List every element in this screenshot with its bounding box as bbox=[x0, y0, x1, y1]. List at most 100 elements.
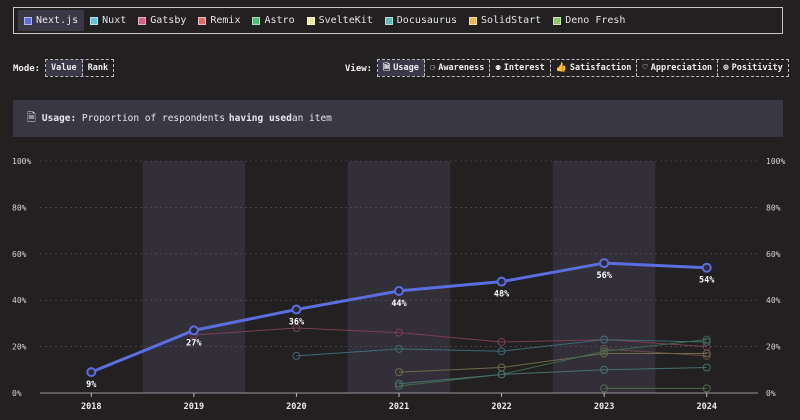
y-tick-left: 0% bbox=[12, 389, 22, 398]
legend-item-sveltekit[interactable]: SvelteKit bbox=[301, 10, 379, 31]
y-tick-right: 60% bbox=[766, 250, 781, 259]
view-toggle: 🗎 Usage ⚆ Awareness ⚉ Interest 👍 Satisfaction ♡ A… bbox=[377, 59, 789, 77]
point-nuxt bbox=[702, 337, 711, 346]
legend-swatch bbox=[469, 16, 477, 25]
legend-item-deno-fresh[interactable]: Deno Fresh bbox=[547, 10, 631, 31]
view-appreciation-button[interactable]: ♡ Appreciation bbox=[637, 60, 719, 76]
legend-item-solidstart[interactable]: SolidStart bbox=[463, 10, 547, 31]
legend-swatch bbox=[138, 16, 147, 25]
view-usage-button[interactable]: 🗎 Usage bbox=[378, 60, 425, 76]
point-gatsby bbox=[395, 328, 403, 337]
description-suffix: an item bbox=[291, 113, 332, 124]
legend-item-astro[interactable]: Astro bbox=[246, 10, 300, 31]
point-remix bbox=[702, 351, 711, 360]
legend-label: Next.js bbox=[36, 15, 79, 26]
point-docusaurus bbox=[497, 370, 506, 379]
point-nuxt bbox=[292, 351, 301, 360]
legend-item-docusaurus[interactable]: Docusaurus bbox=[379, 10, 463, 31]
legend-label: SvelteKit bbox=[318, 15, 373, 26]
x-tick-label: 2021 bbox=[389, 402, 409, 412]
view-positivity-button[interactable]: ⊕ Positivity bbox=[718, 60, 788, 76]
data-label-next-js: 36% bbox=[289, 317, 305, 327]
point-next-js bbox=[86, 367, 97, 378]
point-sveltekit bbox=[395, 368, 403, 377]
legend-swatch bbox=[553, 16, 562, 25]
view-button-label: Positivity bbox=[731, 63, 783, 73]
view-button-label: Satisfaction bbox=[569, 63, 632, 73]
point-next-js bbox=[599, 258, 610, 269]
point-nuxt bbox=[600, 335, 609, 344]
description-panel: 🗎 Usage: Proportion of respondents havin… bbox=[13, 100, 783, 137]
y-tick-right: 40% bbox=[766, 296, 781, 305]
point-sveltekit bbox=[600, 349, 609, 358]
data-label-next-js: 54% bbox=[699, 276, 715, 286]
x-tick-label: 2019 bbox=[184, 402, 204, 412]
description-bold: having used bbox=[228, 113, 292, 124]
view-button-label: Interest bbox=[503, 63, 545, 73]
point-remix bbox=[600, 344, 609, 353]
legend-swatch bbox=[252, 16, 261, 25]
legend-item-gatsby[interactable]: Gatsby bbox=[132, 10, 192, 31]
view-button-label: Awareness bbox=[438, 63, 485, 73]
y-tick-right: 20% bbox=[766, 343, 781, 352]
description-prefix: Usage: bbox=[41, 113, 77, 124]
point-astro bbox=[600, 347, 609, 356]
point-nuxt bbox=[395, 344, 403, 353]
ear-icon: ⚆ bbox=[429, 63, 436, 73]
point-docusaurus bbox=[702, 363, 711, 372]
legend-label: Gatsby bbox=[150, 15, 187, 26]
x-tick-label: 2020 bbox=[286, 402, 306, 412]
year-band bbox=[142, 161, 246, 393]
legend-label: Deno Fresh bbox=[565, 15, 626, 26]
view-label: View: bbox=[345, 64, 373, 74]
mode-label: Mode: bbox=[13, 64, 41, 74]
y-tick-left: 100% bbox=[12, 157, 31, 166]
data-label-next-js: 44% bbox=[391, 299, 407, 309]
lightbulb-icon: ⚉ bbox=[495, 63, 501, 73]
view-satisfaction-button[interactable]: 👍 Satisfaction bbox=[551, 60, 638, 76]
point-gatsby bbox=[497, 337, 506, 346]
y-tick-left: 60% bbox=[12, 250, 27, 259]
series-line-docusaurus bbox=[398, 366, 707, 385]
legend-item-remix[interactable]: Remix bbox=[192, 10, 246, 31]
mode-rank-button[interactable]: Rank bbox=[87, 63, 109, 73]
heart-icon: ♡ bbox=[642, 63, 648, 73]
point-next-js bbox=[701, 262, 712, 273]
thumbs-up-icon: 👍 bbox=[555, 63, 567, 73]
view-interest-button[interactable]: ⚉ Interest bbox=[490, 60, 551, 76]
series-line-sveltekit bbox=[398, 353, 707, 373]
document-icon: 🗎 bbox=[383, 63, 391, 73]
description-text: Proportion of respondents bbox=[81, 113, 225, 124]
legend-label: SolidStart bbox=[481, 15, 542, 26]
x-tick-label: 2023 bbox=[594, 402, 614, 412]
point-next-js bbox=[188, 325, 199, 336]
y-tick-left: 20% bbox=[12, 343, 27, 352]
data-label-next-js: 27% bbox=[186, 338, 202, 348]
series-line-remix bbox=[604, 348, 707, 357]
point-gatsby bbox=[292, 324, 301, 333]
x-tick-label: 2024 bbox=[696, 402, 716, 412]
legend-swatch bbox=[24, 16, 32, 25]
legend-swatch bbox=[384, 16, 393, 25]
mode-value-button[interactable]: Value bbox=[46, 60, 83, 76]
year-band bbox=[347, 161, 451, 393]
document-icon: 🗎 bbox=[27, 111, 36, 124]
data-label-next-js: 9% bbox=[86, 380, 97, 390]
point-deno-fresh bbox=[600, 384, 609, 393]
legend-item-next-js[interactable]: Next.js bbox=[18, 10, 85, 31]
legend-label: Remix bbox=[210, 15, 241, 26]
data-label-next-js: 56% bbox=[596, 271, 612, 281]
legend-label: Astro bbox=[264, 15, 295, 26]
y-tick-right: 100% bbox=[766, 157, 785, 166]
view-awareness-button[interactable]: ⚆ Awareness bbox=[425, 60, 491, 76]
data-label-next-js: 48% bbox=[494, 290, 510, 300]
point-deno-fresh bbox=[702, 384, 711, 393]
point-nuxt bbox=[497, 347, 506, 356]
legend-label: Nuxt bbox=[102, 15, 127, 26]
legend-swatch bbox=[198, 16, 207, 25]
y-tick-left: 40% bbox=[12, 296, 27, 305]
point-docusaurus bbox=[600, 365, 609, 374]
legend-item-nuxt[interactable]: Nuxt bbox=[84, 10, 132, 31]
x-tick-label: 2022 bbox=[491, 402, 511, 412]
